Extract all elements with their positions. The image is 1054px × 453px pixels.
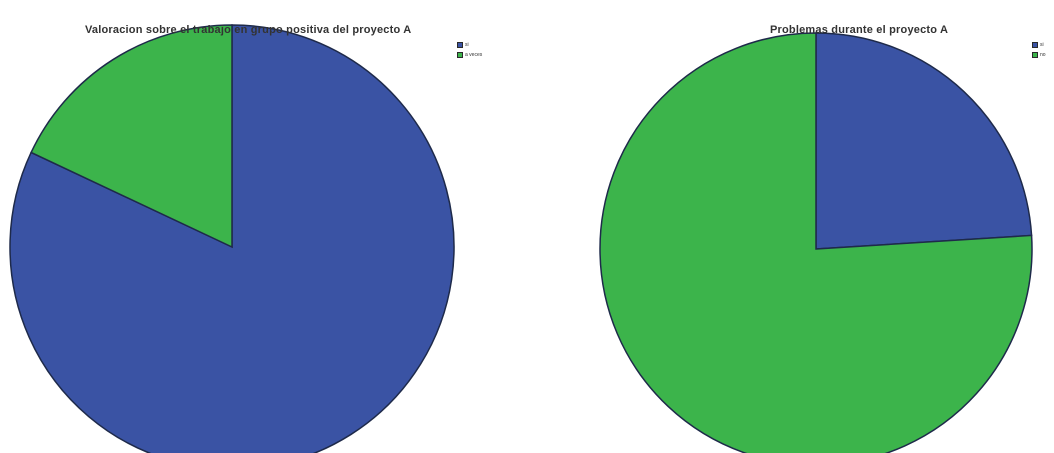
legend-swatch xyxy=(457,42,463,48)
legend-swatch xyxy=(457,52,463,58)
pie-slice-no xyxy=(599,32,1033,453)
pie-svg xyxy=(9,24,455,453)
pie-svg xyxy=(599,32,1033,453)
pie-slice-a-veces xyxy=(30,24,233,249)
legend-label: a veces xyxy=(465,52,483,58)
legend-item: no xyxy=(1032,50,1046,60)
legend-swatch xyxy=(1032,52,1038,58)
legend-label: si xyxy=(465,42,469,48)
legend: si a veces xyxy=(457,40,482,60)
pie-slice-si xyxy=(815,32,1033,250)
legend-label: si xyxy=(1040,42,1044,48)
pie-slice-si xyxy=(9,24,455,453)
legend-label: no xyxy=(1040,52,1046,58)
chart-title: Valoracion sobre el trabajo en grupo pos… xyxy=(85,24,412,36)
legend-item: si xyxy=(1032,40,1046,50)
legend-swatch xyxy=(1032,42,1038,48)
legend: si no xyxy=(1032,40,1046,60)
chart-title: Problemas durante el proyecto A xyxy=(770,24,949,36)
pie-chart-valoracion: Valoracion sobre el trabajo en grupo pos… xyxy=(9,24,482,453)
pie-chart-problemas: Problemas durante el proyecto A si no xyxy=(590,0,1054,453)
legend-item: a veces xyxy=(457,50,482,60)
legend-item: si xyxy=(457,40,482,50)
